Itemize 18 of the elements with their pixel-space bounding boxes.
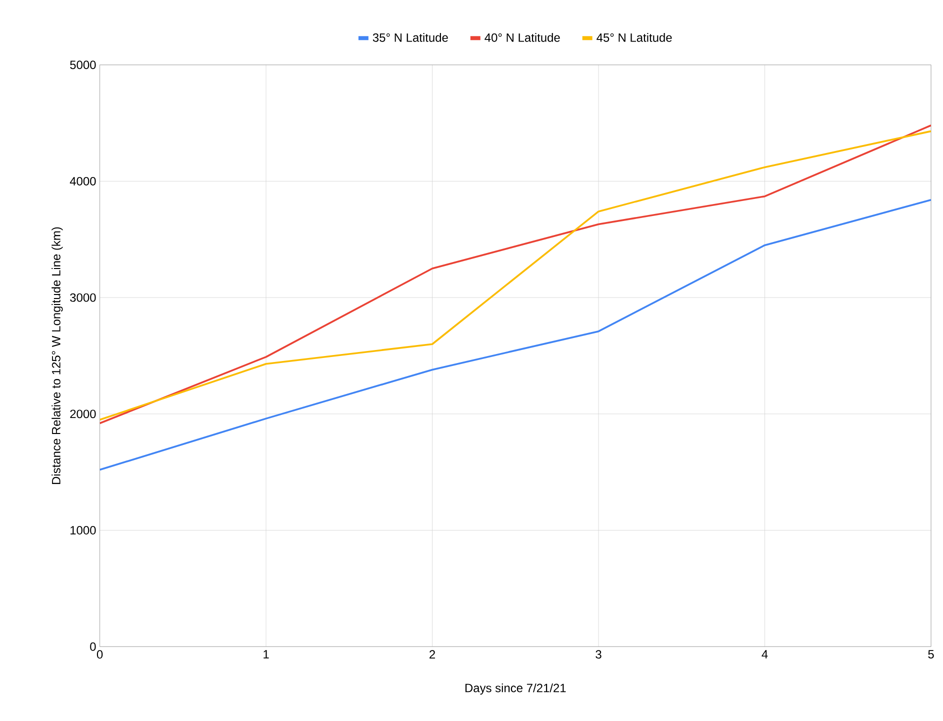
y-tick-label: 2000 — [70, 409, 96, 418]
x-tick-label: 4 — [762, 650, 768, 658]
x-tick-label: 2 — [430, 650, 436, 658]
y-tick-label: 5000 — [70, 60, 96, 69]
y-tick-label: 3000 — [70, 293, 96, 302]
y-tick-label: 1000 — [70, 526, 96, 534]
y-axis-title: Distance Relative to 125° W Longitude Line (km) — [52, 227, 63, 484]
x-tick-label: 1 — [264, 650, 269, 658]
x-tick-label: 5 — [928, 650, 934, 658]
y-tick-label: 0 — [90, 642, 96, 651]
line-series — [100, 198, 932, 470]
x-tick-label: 3 — [596, 650, 602, 658]
legend-label: 35° N Latitude — [372, 32, 448, 42]
x-axis-title: Days since 7/21/21 — [465, 683, 566, 694]
x-tick-label: 0 — [96, 650, 103, 658]
y-tick-label: 4000 — [70, 176, 96, 186]
legend-label: 45° N Latitude — [596, 32, 672, 42]
legend-label: 40° N Latitude — [484, 32, 560, 42]
